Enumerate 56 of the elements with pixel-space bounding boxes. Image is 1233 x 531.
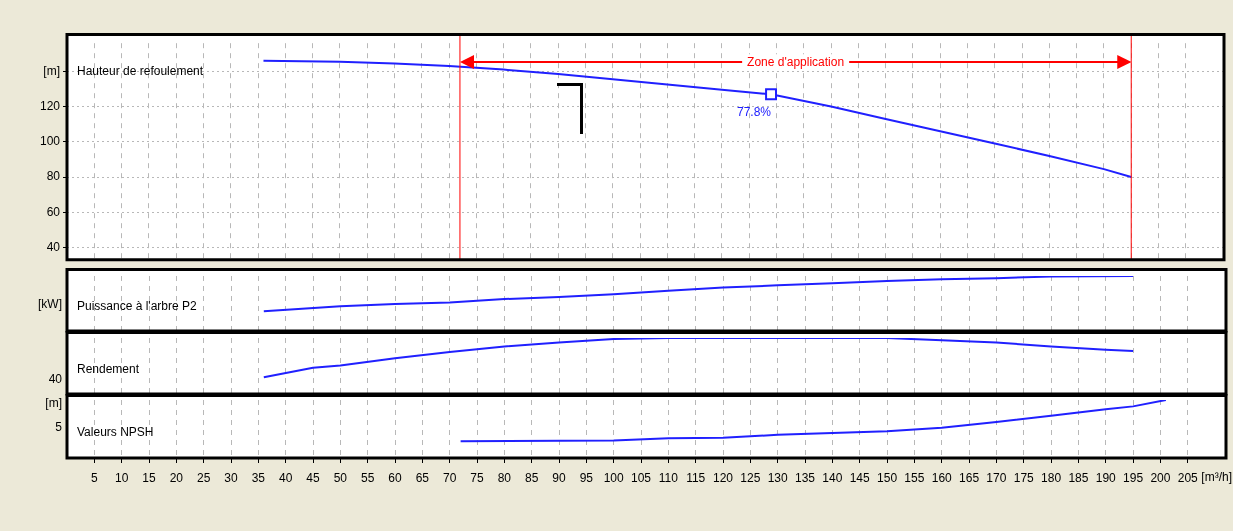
- x-tick-label: 25: [196, 470, 211, 485]
- x-tick-label: 30: [224, 470, 238, 485]
- text: Valeurs NPSH: [77, 424, 154, 439]
- x-tick-label: 65: [415, 470, 430, 485]
- x-tick-label: 95: [579, 470, 594, 485]
- x-tick-label: 190: [1095, 470, 1117, 485]
- x-tick-label: 60: [388, 470, 403, 485]
- x-tick-label: 115: [686, 470, 706, 485]
- x-tick-label: 185: [1068, 470, 1089, 485]
- x-tick-label: 155: [904, 470, 925, 485]
- x-tick-label: 80: [497, 470, 512, 485]
- x-tick-label: 160: [931, 470, 953, 485]
- x-tick-label: 205: [1177, 470, 1199, 485]
- text: Rendement: [77, 361, 140, 376]
- text: 5: [55, 419, 63, 434]
- y-tick-label: 40: [46, 239, 61, 254]
- annotation: 77.8%: [737, 104, 772, 119]
- x-tick-label: 20: [169, 470, 184, 485]
- x-tick-label: 200: [1150, 470, 1171, 485]
- x-tick-label: 40: [279, 470, 293, 485]
- x-tick-label: 35: [251, 470, 266, 485]
- y-tick-label: 100: [39, 134, 61, 149]
- text: Puissance à l'arbre P2: [77, 298, 198, 313]
- x-tick-label: 175: [1013, 470, 1035, 485]
- x-tick-label: 100: [603, 470, 625, 485]
- x-tick-label: 135: [795, 470, 816, 485]
- x-tick-label: 70: [443, 470, 457, 485]
- y-tick-label: 120: [39, 98, 61, 113]
- x-tick-label: 195: [1123, 470, 1144, 485]
- x-tick-label: 180: [1041, 470, 1062, 485]
- x-tick-label: 75: [470, 470, 485, 485]
- annotation: Zone d'application: [747, 54, 845, 69]
- x-tick-label: 130: [767, 470, 789, 485]
- x-tick-label: 50: [333, 470, 348, 485]
- x-tick-label: 120: [713, 470, 734, 485]
- x-tick-label: 110: [658, 470, 679, 485]
- x-axis-title: [m³/h]: [1201, 470, 1232, 485]
- x-tick-label: 170: [986, 470, 1007, 485]
- x-tick-label: 10: [114, 470, 129, 485]
- x-tick-label: 5: [90, 470, 98, 485]
- x-tick-label: 105: [631, 470, 652, 485]
- y-tick-label: 80: [46, 169, 61, 184]
- x-tick-label: 165: [959, 470, 980, 485]
- x-tick-label: 90: [552, 470, 567, 485]
- text: Hauteur de refoulement: [77, 63, 204, 78]
- x-tick-label: 55: [361, 470, 375, 485]
- x-tick-label: 15: [142, 470, 156, 485]
- y-tick-label: 60: [46, 204, 61, 219]
- x-tick-label: 85: [525, 470, 539, 485]
- x-tick-label: 145: [849, 470, 871, 485]
- x-tick-label: 140: [822, 470, 843, 485]
- x-tick-label: 125: [740, 470, 761, 485]
- x-tick-label: 150: [877, 470, 898, 485]
- y-axis-title: [kW]: [38, 296, 62, 311]
- y-tick-label: [m]: [43, 63, 60, 78]
- x-tick-label: 45: [306, 470, 321, 485]
